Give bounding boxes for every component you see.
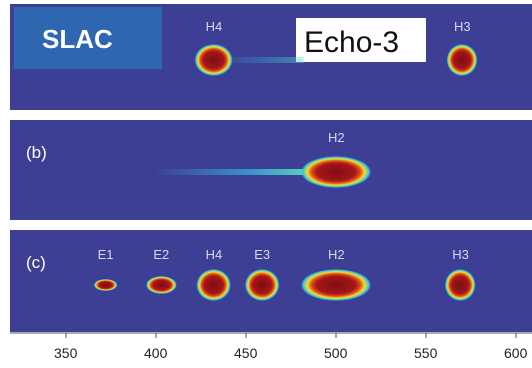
panel-2-label-h2: H2: [328, 247, 345, 262]
panel-2-label-h4: H4: [206, 247, 223, 262]
panel-2-label-e3: E3: [254, 247, 270, 262]
panel-0-feature-h4: [194, 44, 233, 76]
feature-marks: H4 H3 H2 E1 E2 H4 E3 H2 H3: [93, 19, 478, 301]
panel-c-letter: (c): [26, 253, 46, 272]
panel-2-feature-h2: [300, 269, 372, 301]
panel-2-feature-e3: [245, 269, 280, 301]
x-tick-label-450: 450: [234, 345, 258, 361]
x-tick-label-500: 500: [324, 345, 348, 361]
slac-logo-box: [14, 7, 162, 69]
panel-2-label-e1: E1: [98, 247, 114, 262]
x-tick-label-550: 550: [414, 345, 438, 361]
panel-b-letter: (b): [26, 143, 47, 162]
panel-2-feature-h4: [196, 269, 231, 301]
panel-2-label-e2: E2: [153, 247, 169, 262]
x-axis-ticks: 350 400 450 500 550 600: [54, 333, 528, 361]
panel-0-label-h4: H4: [206, 19, 223, 34]
overlay-title: Echo-3: [304, 26, 399, 59]
x-tick-label-400: 400: [144, 345, 168, 361]
panel-2-feature-e1: [93, 279, 118, 291]
panel-2-label-h3: H3: [452, 247, 469, 262]
panel-1-label-h2: H2: [328, 130, 345, 145]
panel-0-label-h3: H3: [454, 19, 471, 34]
panel-1-h2-tail: [154, 169, 305, 175]
slac-logo-text: SLAC: [42, 24, 113, 54]
panel-2-feature-h3: [444, 269, 476, 301]
x-tick-label-600: 600: [504, 345, 528, 361]
overlay-title-box: [296, 18, 426, 62]
panel-1-feature-h2: [300, 156, 372, 188]
panel-0-h4-tail: [213, 57, 304, 63]
panel-0-feature-h3: [446, 44, 478, 76]
panel-2-feature-e2: [146, 276, 177, 294]
x-tick-label-350: 350: [54, 345, 78, 361]
